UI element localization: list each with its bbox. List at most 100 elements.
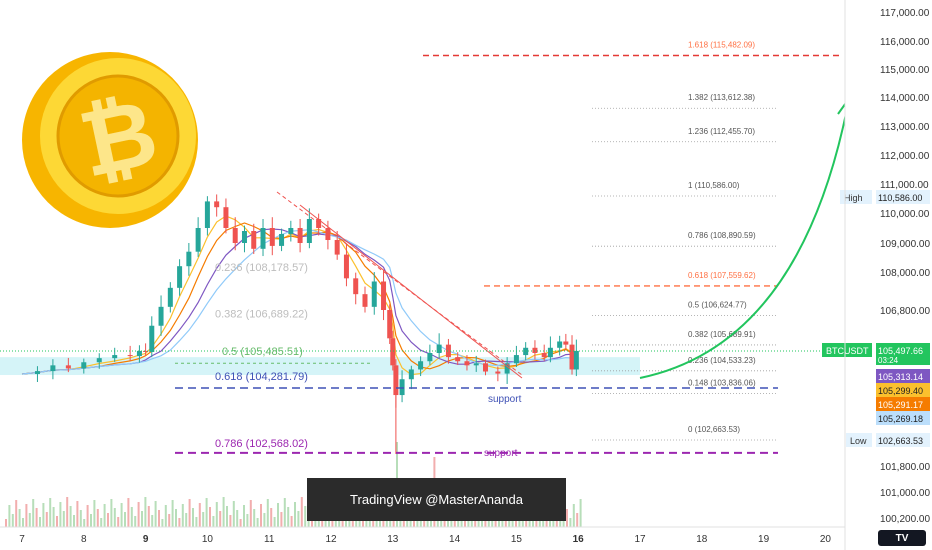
price-tag-label-bg bbox=[822, 343, 872, 357]
volume-bar bbox=[307, 515, 310, 527]
x-tick-label: 11 bbox=[264, 534, 275, 545]
y-tick-label: 110,000.00 bbox=[880, 209, 930, 220]
fib-right-label: 0.148 (103,836.06) bbox=[688, 379, 756, 388]
volume-bar bbox=[297, 511, 300, 527]
candle-body bbox=[251, 231, 257, 249]
fib-right-label: 0.786 (108,890.59) bbox=[688, 231, 756, 240]
volume-bar bbox=[154, 501, 157, 527]
volume-bar bbox=[209, 507, 211, 527]
volume-bar bbox=[368, 516, 371, 527]
price-tag-bg bbox=[876, 343, 930, 365]
y-tick-label: 100,200.00 bbox=[880, 514, 930, 525]
volume-bar bbox=[260, 504, 262, 527]
candle-body bbox=[504, 363, 510, 374]
candle-body bbox=[186, 251, 192, 267]
x-tick-label: 7 bbox=[19, 534, 25, 545]
price-tag-label: BTCUSDT bbox=[826, 346, 869, 356]
support-label: support bbox=[484, 448, 518, 459]
volume-bar bbox=[317, 519, 320, 527]
candle-body bbox=[136, 350, 142, 357]
volume-bar bbox=[124, 512, 126, 527]
volume-bar bbox=[569, 518, 572, 527]
candle-body bbox=[513, 355, 519, 364]
volume-bar bbox=[195, 517, 198, 527]
candle-body bbox=[371, 281, 377, 307]
volume-bar bbox=[8, 505, 11, 527]
candle-body bbox=[390, 338, 396, 366]
volume-bar bbox=[263, 513, 266, 527]
x-tick-label: 12 bbox=[325, 534, 337, 545]
y-tick-label: 115,000.00 bbox=[880, 65, 930, 76]
volume-bar bbox=[83, 519, 86, 527]
volume-bar bbox=[137, 502, 140, 527]
tradingview-logo[interactable]: TV bbox=[878, 530, 926, 546]
volume-bar bbox=[103, 504, 106, 527]
candle-body bbox=[260, 228, 266, 249]
volume-bar bbox=[73, 515, 75, 527]
volume-bar bbox=[110, 499, 113, 527]
candle-body bbox=[387, 310, 393, 339]
volume-bar bbox=[202, 512, 205, 527]
volume-bar bbox=[49, 498, 52, 527]
y-tick-label: 113,000.00 bbox=[880, 122, 930, 133]
x-tick-label: 9 bbox=[143, 534, 149, 545]
volume-bar bbox=[283, 498, 286, 527]
x-tick-label: 10 bbox=[202, 534, 214, 545]
volume-bar bbox=[290, 516, 293, 527]
candle-body bbox=[81, 362, 87, 369]
x-tick-label: 8 bbox=[81, 534, 87, 545]
candle-body bbox=[483, 363, 488, 372]
volume-bar bbox=[42, 503, 45, 527]
volume-bar bbox=[270, 508, 273, 527]
candle-body bbox=[334, 240, 340, 255]
time-axis[interactable] bbox=[0, 527, 845, 550]
candle-body bbox=[418, 361, 424, 370]
volume-bar bbox=[572, 504, 575, 527]
volume-bar bbox=[542, 515, 545, 527]
volume-bar bbox=[120, 503, 123, 527]
price-tag-value: 105,269.18 bbox=[878, 414, 923, 424]
moving-average-line bbox=[21, 229, 577, 375]
volume-bar bbox=[334, 518, 337, 527]
y-tick-label: 106,800.00 bbox=[880, 306, 930, 317]
volume-bar bbox=[28, 513, 31, 527]
candle-body bbox=[269, 228, 275, 246]
volume-bar bbox=[100, 518, 103, 527]
volume-bar bbox=[22, 518, 24, 527]
candle-body bbox=[325, 228, 331, 240]
volume-bar bbox=[246, 514, 249, 527]
volume-bar bbox=[151, 515, 154, 527]
volume-bar bbox=[566, 509, 568, 527]
fib-right-label: 0.618 (107,559.62) bbox=[688, 271, 756, 280]
volume-bar bbox=[205, 498, 208, 527]
candle-body bbox=[573, 350, 579, 370]
candle-body bbox=[50, 365, 56, 372]
y-tick-label: 114,000.00 bbox=[880, 93, 930, 104]
price-tag-bg bbox=[876, 411, 930, 425]
price-axis[interactable] bbox=[845, 0, 932, 550]
fib-right-label: 1.236 (112,455.70) bbox=[688, 127, 755, 136]
candle-body bbox=[112, 355, 118, 359]
candle-body bbox=[436, 344, 442, 354]
candle-body bbox=[563, 341, 569, 345]
volume-bar bbox=[147, 506, 150, 527]
bitcoin-coin-inner bbox=[56, 74, 180, 198]
volume-bar bbox=[134, 516, 137, 527]
candle-body bbox=[445, 344, 451, 358]
candle-body bbox=[541, 353, 547, 358]
candle-body bbox=[427, 353, 433, 362]
volume-bar bbox=[474, 519, 477, 527]
candle-body bbox=[362, 294, 368, 307]
candle-body bbox=[143, 350, 149, 352]
y-tick-label: 101,000.00 bbox=[880, 488, 930, 499]
candle-body bbox=[495, 371, 501, 374]
price-tag-bg bbox=[876, 383, 930, 397]
volume-bar bbox=[11, 514, 14, 527]
volume-bar bbox=[164, 505, 167, 527]
volume-bar bbox=[236, 510, 239, 527]
candle-body bbox=[381, 281, 387, 310]
fib-right-label: 0 (102,663.53) bbox=[688, 425, 740, 434]
volume-bar bbox=[253, 509, 256, 527]
